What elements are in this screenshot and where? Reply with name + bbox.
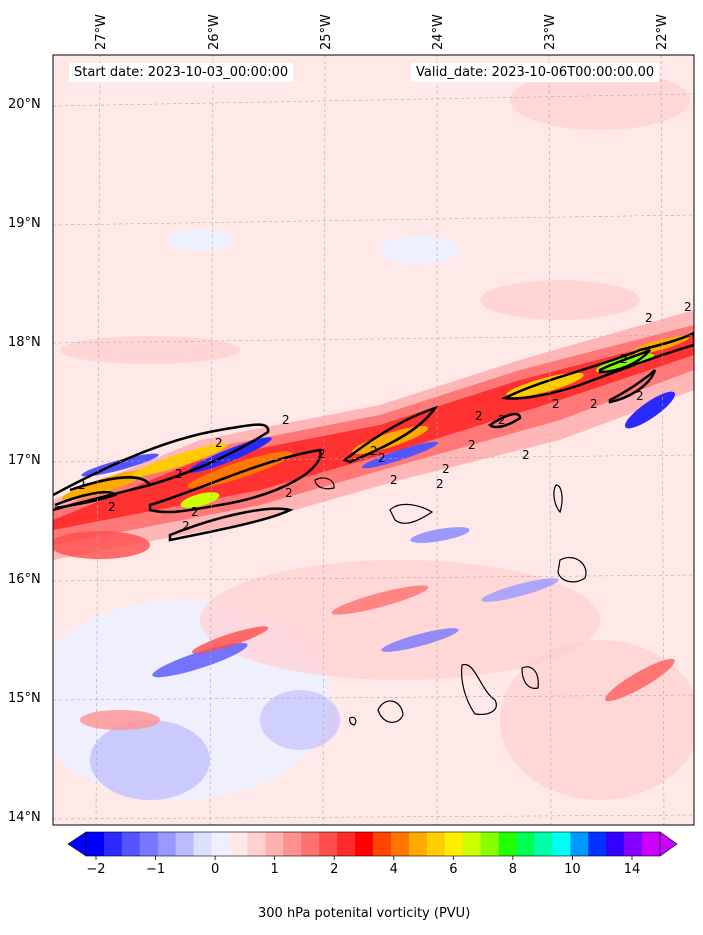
contour-label: 2 — [378, 451, 386, 465]
colorbar-tick-label: 0 — [210, 862, 220, 877]
contour-label: 2 — [78, 478, 86, 492]
contour-label: 2 — [175, 467, 183, 481]
lat-label-14n: 14°N — [8, 810, 41, 825]
gridlines — [53, 55, 694, 825]
colorbar-swatch — [606, 832, 625, 856]
colorbar-swatch — [516, 832, 535, 856]
colorbar-swatch — [588, 832, 607, 856]
contour-label: 2 — [475, 409, 483, 423]
colorbar-tick-label: 1 — [270, 862, 279, 877]
pv-contours — [53, 331, 694, 542]
lat-label-15n: 15°N — [8, 691, 41, 706]
lat-label-18n: 18°N — [8, 335, 41, 350]
start-date-label: Start date: 2023-10-03_00:00:00 — [69, 63, 294, 82]
contour-label: 2 — [370, 444, 378, 458]
lat-label-20n: 20°N — [8, 97, 41, 112]
colorbar-swatch — [211, 832, 230, 856]
colorbar-swatch — [552, 832, 571, 856]
colorbar-tick-label: 14 — [623, 862, 641, 877]
contour-label: 2 — [645, 311, 653, 325]
colorbar-tick-label: −2 — [86, 862, 106, 877]
colorbar-swatch — [480, 832, 500, 856]
colorbar-swatch — [534, 832, 553, 856]
colorbar-swatch — [642, 832, 661, 856]
contour-label: 2 — [215, 436, 223, 450]
colorbar-tick-label: 2 — [330, 862, 339, 877]
contour-label: 2 — [468, 438, 476, 452]
colorbar-swatch — [408, 832, 428, 856]
colorbar-max-arrow — [659, 831, 678, 857]
colorbar-swatch — [247, 832, 266, 856]
colorbar-swatch — [426, 832, 446, 856]
colorbar-swatch — [337, 832, 356, 856]
colorbar-swatch — [355, 832, 374, 856]
colorbar-swatch — [390, 832, 410, 856]
colorbar-swatch — [103, 832, 123, 856]
map-frame — [52, 54, 695, 826]
contour-label: 2 — [684, 300, 692, 314]
contour-label: 2 — [636, 389, 644, 403]
lon-label-23w: 23°W — [543, 14, 558, 50]
contour-label: 2 — [590, 397, 598, 411]
lon-label-25w: 25°W — [319, 14, 334, 50]
contour-label: 2 — [318, 447, 326, 461]
colorbar-swatch — [498, 832, 517, 856]
colorbar-swatch — [570, 832, 589, 856]
contour-label: 2 — [108, 500, 116, 514]
contour-label: 2 — [285, 486, 293, 500]
colorbar-tick-label: 4 — [389, 862, 398, 877]
colorbar-swatch — [157, 832, 177, 856]
lat-label-19n: 19°N — [8, 216, 41, 231]
contour-label: 2 — [390, 473, 398, 487]
colorbar-tick-label: −1 — [145, 862, 166, 877]
colorbar-min-arrow — [67, 831, 87, 857]
lon-label-22w: 22°W — [655, 14, 670, 50]
contour-label: 2 — [522, 448, 530, 462]
colorbar-tick-label: 8 — [508, 862, 518, 877]
valid-date-label: Valid_date: 2023-10-06T00:00:00.00 — [411, 63, 660, 82]
colorbar-swatch — [373, 832, 392, 856]
lon-label-24w: 24°W — [431, 14, 446, 50]
colorbar — [67, 831, 678, 860]
colorbar-swatch — [121, 832, 141, 856]
colorbar-title: 300 hPa potenital vorticity (PVU) — [258, 906, 471, 921]
colorbar-swatch — [624, 832, 643, 856]
contour-label: 2 — [182, 519, 190, 533]
contour-label: 2 — [552, 397, 560, 411]
contour-label: 2 — [436, 477, 444, 491]
island-outlines — [314, 477, 587, 726]
colorbar-tick-label: 6 — [449, 862, 458, 877]
lon-label-26w: 26°W — [207, 14, 222, 50]
colorbar-swatch — [319, 832, 338, 856]
lat-label-16n: 16°N — [8, 572, 41, 587]
colorbar-swatch — [265, 832, 284, 856]
lon-label-27w: 27°W — [94, 14, 109, 50]
contour-label: 2 — [620, 352, 628, 366]
colorbar-swatch — [193, 832, 213, 856]
colorbar-swatch — [283, 832, 302, 856]
colorbar-swatch — [444, 832, 464, 856]
contour-label: 2 — [498, 413, 506, 427]
colorbar-swatch — [301, 832, 320, 856]
colorbar-swatch — [175, 832, 195, 856]
colorbar-swatch — [139, 832, 159, 856]
colorbar-swatch — [229, 832, 248, 856]
contour-label: 2 — [442, 462, 450, 476]
colorbar-tick-label: 10 — [564, 862, 581, 877]
contour-label: 2 — [191, 505, 199, 519]
lat-label-17n: 17°N — [8, 453, 41, 468]
contour-label: 2 — [282, 413, 290, 427]
colorbar-swatch — [462, 832, 482, 856]
colorbar-swatch — [86, 832, 105, 856]
